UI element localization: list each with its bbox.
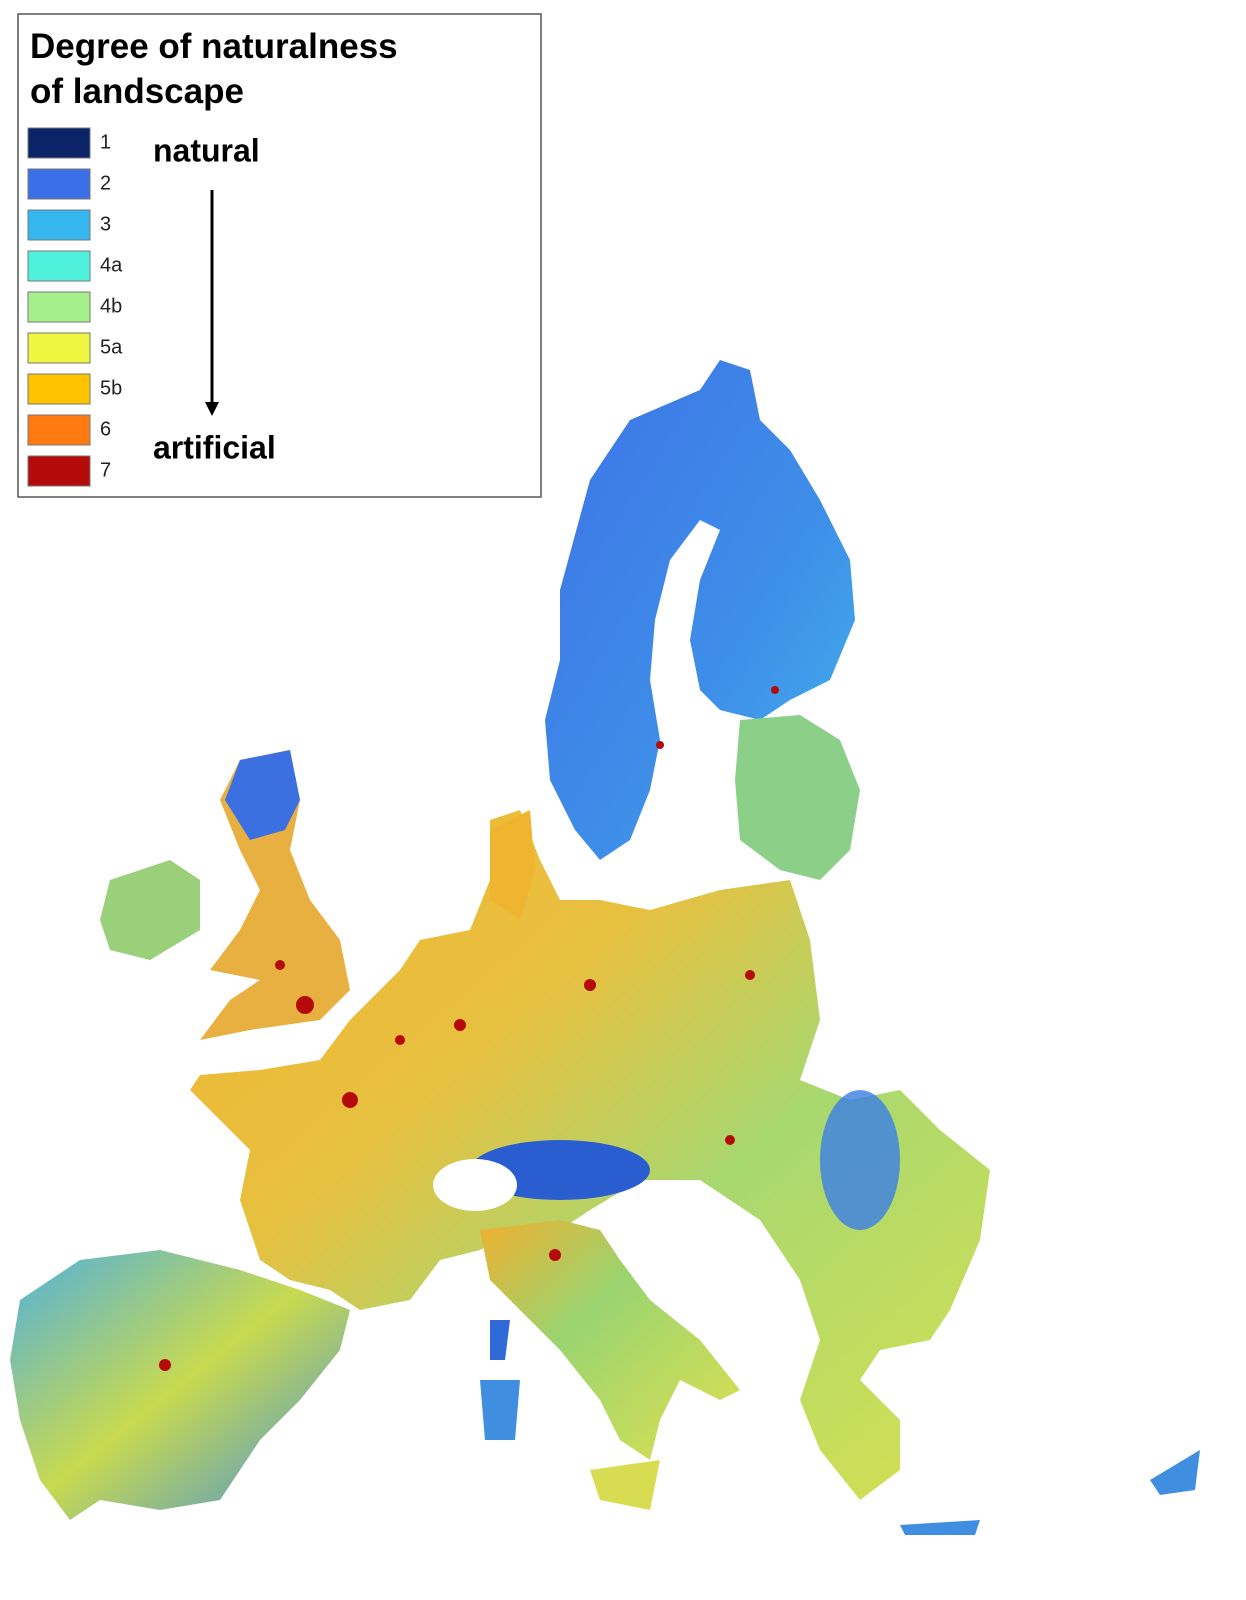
legend-label: 2 xyxy=(100,172,111,194)
ireland xyxy=(100,860,200,960)
legend-label: 7 xyxy=(100,459,111,481)
landmass xyxy=(10,360,1200,1535)
legend-label: 5a xyxy=(100,336,123,358)
legend: Degree of naturalness of landscape 1 2 3 4a… xyxy=(17,13,542,498)
legend-swatch xyxy=(27,373,91,405)
denmark xyxy=(490,810,535,920)
crete xyxy=(900,1520,980,1535)
scotland xyxy=(225,750,300,840)
italy xyxy=(480,1220,740,1460)
legend-label: 4b xyxy=(100,295,122,317)
great-britain xyxy=(200,750,350,1040)
carpathians xyxy=(820,1090,900,1230)
legend-title: Degree of naturalness xyxy=(30,27,398,66)
legend-label: 4a xyxy=(100,254,123,276)
legend-swatch xyxy=(27,455,91,487)
natural-label: natural xyxy=(153,132,260,168)
artificial-label: artificial xyxy=(153,429,276,465)
legend-swatch xyxy=(27,414,91,446)
corsica xyxy=(490,1320,510,1360)
legend-label: 6 xyxy=(100,418,111,440)
cyprus xyxy=(1150,1450,1200,1495)
legend-label: 5b xyxy=(100,377,122,399)
scandinavia xyxy=(545,360,855,860)
sardinia xyxy=(480,1380,520,1440)
legend-swatch xyxy=(27,127,91,159)
legend-swatch xyxy=(27,332,91,364)
switzerland-gap xyxy=(433,1159,517,1211)
legend-swatch xyxy=(27,168,91,200)
legend-swatch xyxy=(27,250,91,282)
legend-frame xyxy=(17,13,542,498)
legend-label: 3 xyxy=(100,213,111,235)
cities xyxy=(159,686,779,1371)
legend-items: 1 2 3 4a 4b 5a 5b 6 7 xyxy=(27,127,123,487)
legend-swatch xyxy=(27,291,91,323)
iberia xyxy=(10,1250,350,1520)
legend-swatch xyxy=(27,209,91,241)
legend-label: 1 xyxy=(100,131,111,153)
legend-title: of landscape xyxy=(30,72,244,111)
baltics xyxy=(735,715,860,880)
sicily xyxy=(590,1460,660,1510)
arrow-head xyxy=(205,402,219,416)
